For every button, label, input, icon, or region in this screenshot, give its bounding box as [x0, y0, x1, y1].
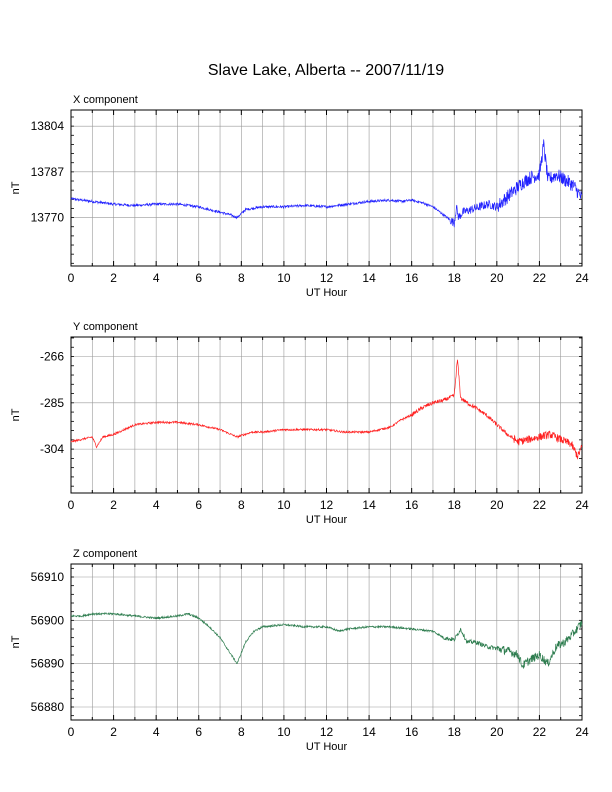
x-tick-label: 22: [533, 725, 547, 739]
x-tick-label: 2: [110, 725, 117, 739]
x-tick-label: 24: [575, 725, 589, 739]
x-tick-label: 18: [448, 725, 462, 739]
x-tick-label: 18: [448, 271, 462, 285]
x-tick-label: 14: [362, 498, 376, 512]
panel-title: Z component: [73, 548, 137, 560]
x-axis-label: UT Hour: [306, 514, 348, 526]
y-tick-label: 13787: [31, 165, 65, 179]
x-tick-label: 2: [110, 271, 117, 285]
x-tick-label: 6: [195, 498, 202, 512]
panel-title: X component: [73, 94, 138, 106]
y-tick-label: 56910: [31, 570, 65, 584]
x-tick-label: 8: [238, 271, 245, 285]
x-tick-label: 20: [490, 271, 504, 285]
y-tick-label: -304: [40, 442, 64, 456]
x-tick-label: 0: [68, 498, 75, 512]
series-line-y: [70, 359, 583, 460]
y-tick-label: 56900: [31, 613, 65, 627]
x-axis-label: UT Hour: [306, 287, 348, 299]
x-tick-label: 16: [405, 271, 419, 285]
x-tick-label: 12: [320, 271, 334, 285]
x-tick-label: 24: [575, 271, 589, 285]
x-tick-label: 16: [405, 498, 419, 512]
x-tick-label: 2: [110, 498, 117, 512]
x-tick-label: 22: [533, 271, 547, 285]
x-tick-label: 0: [68, 725, 75, 739]
x-tick-label: 10: [277, 271, 291, 285]
x-tick-label: 20: [490, 725, 504, 739]
y-tick-label: 56890: [31, 657, 65, 671]
x-tick-label: 20: [490, 498, 504, 512]
x-tick-label: 10: [277, 498, 291, 512]
x-tick-label: 4: [153, 725, 160, 739]
y-axis-label: nT: [10, 408, 22, 421]
x-tick-label: 8: [238, 498, 245, 512]
y-tick-label: -266: [40, 350, 64, 364]
figure-title: Slave Lake, Alberta -- 2007/11/19: [208, 62, 444, 79]
x-tick-label: 14: [362, 271, 376, 285]
series-line-x: [70, 139, 583, 228]
y-tick-label: 13804: [31, 119, 65, 133]
x-tick-label: 22: [533, 498, 547, 512]
x-tick-label: 6: [195, 725, 202, 739]
x-tick-label: 4: [153, 498, 160, 512]
panel-z-component: 0 2 4 6 8 10 12 14 16 18 20 22 245688056890569005691…: [10, 548, 589, 753]
y-tick-label: 56880: [31, 700, 65, 714]
x-tick-label: 8: [238, 725, 245, 739]
x-tick-label: 18: [448, 498, 462, 512]
x-tick-label: 16: [405, 725, 419, 739]
x-tick-label: 12: [320, 498, 334, 512]
panel-title: Y component: [73, 321, 138, 333]
x-tick-label: 12: [320, 725, 334, 739]
y-tick-label: -285: [40, 396, 64, 410]
x-tick-label: 4: [153, 271, 160, 285]
x-tick-label: 6: [195, 271, 202, 285]
x-tick-label: 10: [277, 725, 291, 739]
x-tick-label: 24: [575, 498, 589, 512]
y-axis-label: nT: [10, 635, 22, 648]
x-tick-label: 14: [362, 725, 376, 739]
x-axis-label: UT Hour: [306, 741, 348, 753]
y-tick-label: 13770: [31, 211, 65, 225]
series-line-z: [70, 611, 583, 669]
x-tick-label: 0: [68, 271, 75, 285]
y-axis-label: nT: [10, 181, 22, 194]
